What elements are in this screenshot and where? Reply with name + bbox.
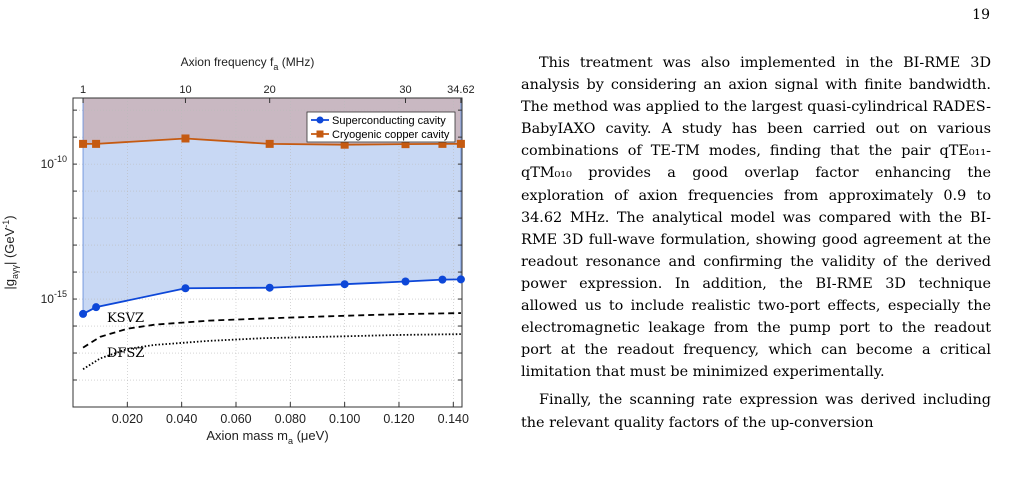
legend-entry-label: Superconducting cavity: [332, 115, 446, 127]
legend-swatch-marker: [316, 130, 324, 138]
y-axis-label: |gaγγ| (GeV-1): [1, 215, 20, 289]
top-axis-label: Axion frequency fa (MHz): [181, 55, 315, 72]
dfsz-model-line: [82, 333, 461, 370]
copper-data-point: [79, 139, 88, 148]
dfsz-label: DFSZ: [107, 346, 144, 361]
x-tick-label: 0.100: [329, 412, 360, 426]
y-tick-label: 10-15: [41, 289, 67, 306]
x-tick-label: 0.140: [438, 412, 469, 426]
copper-data-point: [401, 140, 410, 149]
copper-data-point: [438, 139, 447, 148]
legend-box: [306, 111, 456, 143]
superconducting-data-point: [92, 303, 101, 312]
paragraph-scanning-rate: Finally, the scanning rate expression wa…: [521, 392, 991, 431]
paragraph-summary: This treatment was also implemented in t…: [521, 55, 991, 381]
x-tick-label: 0.060: [220, 412, 251, 426]
superconducting-data-point: [340, 280, 349, 289]
superconducting-series-line: [82, 278, 461, 315]
superconducting-data-point: [456, 275, 465, 284]
body-text-column: This treatment was also implemented in t…: [521, 52, 991, 434]
top-tick-label: 34.62: [447, 84, 475, 96]
legend: Superconducting cavity Cryogenic copper c…: [306, 111, 456, 143]
copper-series-line: [83, 137, 461, 146]
x-axis-label: Axion mass ma (μeV): [206, 428, 328, 446]
top-tick-label: 20: [264, 84, 276, 96]
top-tick-label: 1: [80, 84, 86, 96]
superconducting-data-point: [401, 277, 410, 286]
superconducting-data-point: [265, 283, 274, 292]
y-tick-label: 10-10: [41, 154, 67, 171]
sensitivity-figure: 0.020 0.040 0.060 0.080 0.100 0.120 0.140 10-15…: [0, 0, 500, 482]
copper-data-point: [181, 134, 190, 143]
x-tick-label: 0.080: [275, 412, 306, 426]
copper-data-point: [92, 139, 101, 148]
ksvz-label: KSVZ: [107, 311, 144, 326]
top-tick-label: 10: [179, 84, 191, 96]
copper-data-point: [265, 139, 274, 148]
top-tick-label: 30: [399, 84, 411, 96]
superconducting-data-point: [79, 309, 88, 318]
ksvz-model-line: [82, 312, 461, 349]
sensitivity-chart: 0.020 0.040 0.060 0.080 0.100 0.120 0.140 10-15…: [1, 55, 475, 446]
superconducting-data-point: [438, 275, 447, 284]
x-tick-label: 0.120: [383, 412, 414, 426]
legend-entry-label: Cryogenic copper cavity: [332, 129, 450, 141]
copper-data-point: [456, 139, 465, 148]
superconducting-excluded-region: [83, 138, 461, 314]
copper-data-point: [340, 140, 349, 149]
superconducting-data-point: [181, 284, 190, 293]
x-tick-label: 0.040: [166, 412, 197, 426]
plot-frame: [72, 97, 463, 408]
legend-swatch-marker: [316, 116, 324, 124]
x-tick-label: 0.020: [112, 412, 143, 426]
page-number: 19: [972, 7, 990, 23]
